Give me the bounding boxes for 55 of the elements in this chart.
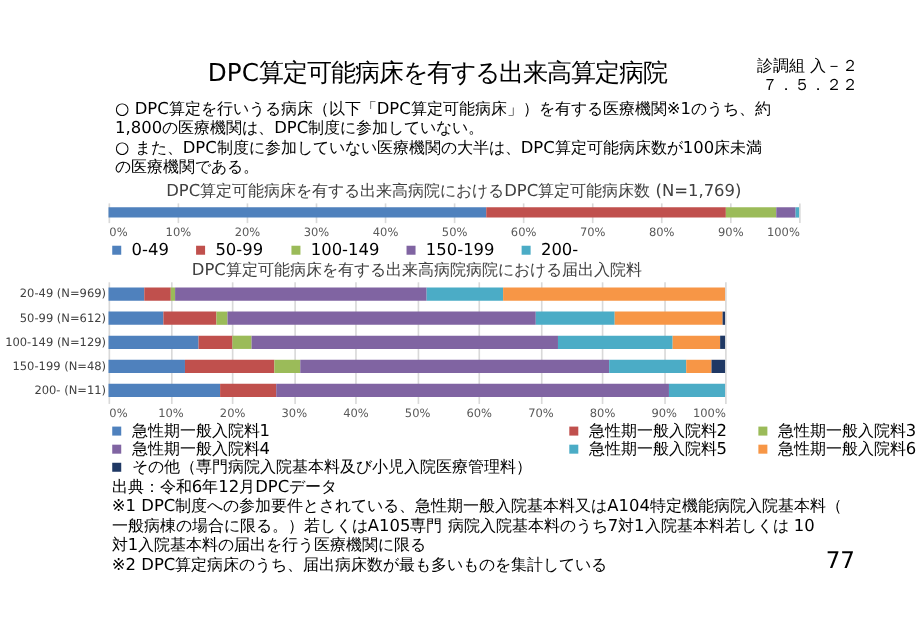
legend-label: 急性期一般入院料6 xyxy=(775,438,917,459)
text: 診調組 入－２７．５．２２ xyxy=(756,55,859,95)
bar xyxy=(108,335,199,349)
bar xyxy=(557,335,673,349)
bar xyxy=(672,335,721,349)
legend-label: 急性期一般入院料2 xyxy=(586,420,728,441)
bar xyxy=(108,383,221,398)
bar xyxy=(227,311,536,325)
bar xyxy=(668,383,726,398)
series-label: 急性期一般入院料1 xyxy=(129,420,270,441)
bar xyxy=(108,359,185,374)
bar xyxy=(486,207,726,218)
bar xyxy=(535,311,615,325)
legend-label: 50-99 xyxy=(215,239,264,260)
text: 急性期一般入院料4 xyxy=(129,438,270,459)
bar xyxy=(144,287,171,301)
bar xyxy=(232,335,252,349)
bar xyxy=(108,287,145,301)
bar xyxy=(503,287,726,301)
legend-label: 150-199 xyxy=(425,239,495,260)
legend-label: 急性期一般入院料5 xyxy=(586,438,728,459)
bar xyxy=(725,207,777,218)
bar xyxy=(184,359,275,374)
bar xyxy=(776,207,796,218)
bar xyxy=(609,359,687,374)
bar xyxy=(163,311,217,325)
chart-title: DPC算定可能病床を有する出来高病院病院における届出入院料 xyxy=(191,258,642,279)
text: ○ DPC算定を行いうる病床（以下「DPC算定可能病床」）を有する医療機関※1のうち、約1,800の医療機関は、DPC制度に参加していない。 xyxy=(115,97,771,138)
bar xyxy=(711,359,726,374)
bar xyxy=(175,287,427,301)
bar xyxy=(220,383,277,398)
text: DPC算定可能病床を有する出来高算定病院 xyxy=(207,58,667,87)
legend-label: 200- xyxy=(540,239,579,260)
source-note: 出典：令和6年12月DPCデータ xyxy=(111,475,338,496)
bar xyxy=(108,207,487,218)
text: ※2 DPC算定病床のうち、届出病床数が最も多いものを集計している xyxy=(111,553,608,574)
bar xyxy=(720,335,726,349)
text: 77 xyxy=(825,545,855,574)
legend-label: その他（専門病院入院基本料及び小児入院医療管理料） xyxy=(131,456,532,477)
legend-label: 急性期一般入院料3 xyxy=(775,420,917,441)
chart-title: DPC算定可能病床を有する出来高病院におけるDPC算定可能病床数 (N=1,769) xyxy=(166,179,742,200)
text: ○ また、DPC制度に参加していない医療機関の大半は、DPC算定可能病床数が100床未満の医療機関である。 xyxy=(115,136,763,176)
bar xyxy=(198,335,233,349)
legend-label: 0-49 xyxy=(131,239,169,260)
bar xyxy=(426,287,504,301)
bar xyxy=(276,383,669,398)
bar xyxy=(216,311,228,325)
bar xyxy=(170,287,176,301)
bar xyxy=(686,359,712,374)
bar xyxy=(108,311,164,325)
legend-label: 100-149 xyxy=(310,239,380,260)
bar xyxy=(274,359,301,374)
bar xyxy=(614,311,723,325)
bar xyxy=(251,335,558,349)
bar xyxy=(300,359,610,374)
